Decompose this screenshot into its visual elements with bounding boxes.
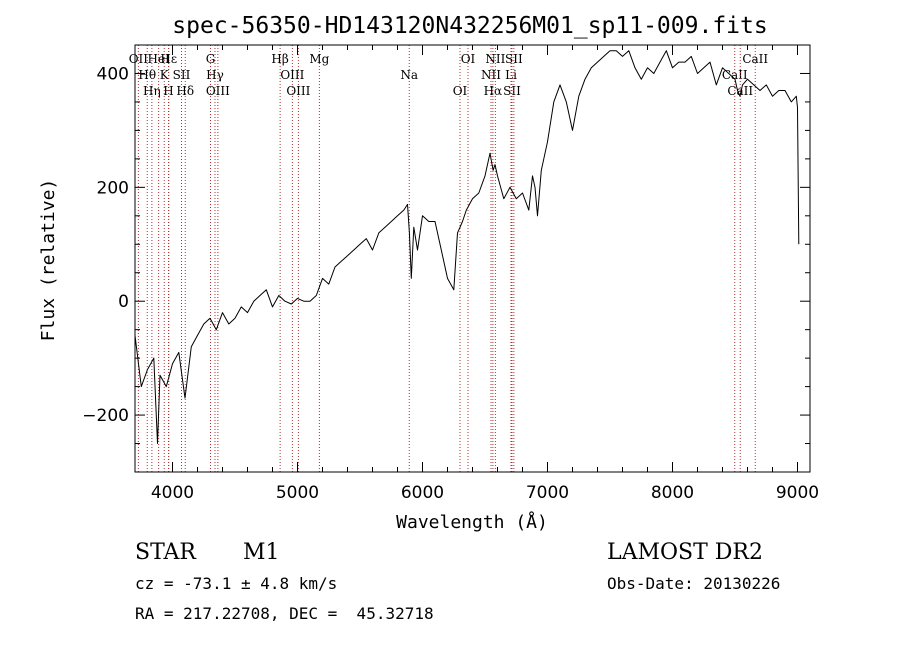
emission-line-markers: OIIHθHηHeIKHHεSIIHδGHγOIIIHβOIIIOIIIMgNa… [129, 45, 768, 472]
marker-label: CaII [727, 84, 753, 98]
x-tick-label: 8000 [651, 483, 694, 503]
marker-label: Hγ [206, 68, 224, 82]
y-tick-label: 400 [97, 64, 129, 84]
object-class: STAR [135, 540, 196, 565]
marker-label: Na [400, 68, 418, 82]
x-tick-label: 4000 [151, 483, 194, 503]
y-tick-label: 0 [118, 292, 129, 312]
x-tick-label: 7000 [526, 483, 569, 503]
marker-label: SII [173, 68, 191, 82]
marker-label: Hε [160, 52, 177, 66]
y-tick-label: −200 [82, 406, 129, 426]
marker-label: Hα [484, 84, 503, 98]
y-axis-ticks: −200 0 200 400 [82, 64, 810, 473]
plot-frame [134, 44, 811, 473]
x-tick-label: 9000 [776, 483, 819, 503]
marker-label: OI [453, 84, 468, 98]
marker-label: CaII [742, 52, 768, 66]
redshift-readout: cz = -73.1 ± 4.8 km/s [135, 574, 338, 593]
x-axis-label: Wavelength (Å) [396, 511, 548, 533]
spectrum-series [134, 50, 800, 444]
marker-label: G [206, 52, 216, 66]
marker-label: NII [485, 52, 505, 66]
object-subclass: M1 [243, 540, 280, 565]
marker-label: Hη [143, 84, 161, 98]
marker-label: Hβ [271, 52, 288, 66]
marker-label: OIII [280, 68, 304, 82]
marker-label: SII [505, 52, 523, 66]
marker-label: OIII [286, 84, 310, 98]
marker-label: OII [129, 52, 149, 66]
chart-title: spec-56350-HD143120N432256M01_sp11-009.f… [172, 13, 767, 39]
spectrum-line-0 [134, 50, 800, 444]
marker-label: Mg [309, 52, 329, 66]
marker-label: SII [503, 84, 521, 98]
marker-label: OIII [206, 84, 230, 98]
marker-label: Hδ [176, 84, 194, 98]
coordinates-readout: RA = 217.22708, DEC = 45.32718 [135, 604, 434, 623]
y-tick-label: 200 [97, 178, 129, 198]
marker-label: Hθ [138, 68, 156, 82]
spectrum-chart: spec-56350-HD143120N432256M01_sp11-009.f… [38, 13, 819, 533]
marker-label: Li [505, 68, 517, 82]
marker-label: NII [481, 68, 501, 82]
marker-label: CaII [722, 68, 748, 82]
marker-label: K [160, 68, 170, 82]
marker-label: OI [461, 52, 476, 66]
x-tick-label: 6000 [401, 483, 444, 503]
x-tick-label: 5000 [276, 483, 319, 503]
observation-date: Obs-Date: 20130226 [607, 574, 781, 593]
marker-label: HeI [147, 52, 170, 66]
x-axis-ticks: 4000 5000 6000 7000 8000 9000 [151, 45, 819, 503]
y-axis-label: Flux (relative) [38, 179, 59, 342]
survey-name: LAMOST DR2 [607, 540, 763, 565]
